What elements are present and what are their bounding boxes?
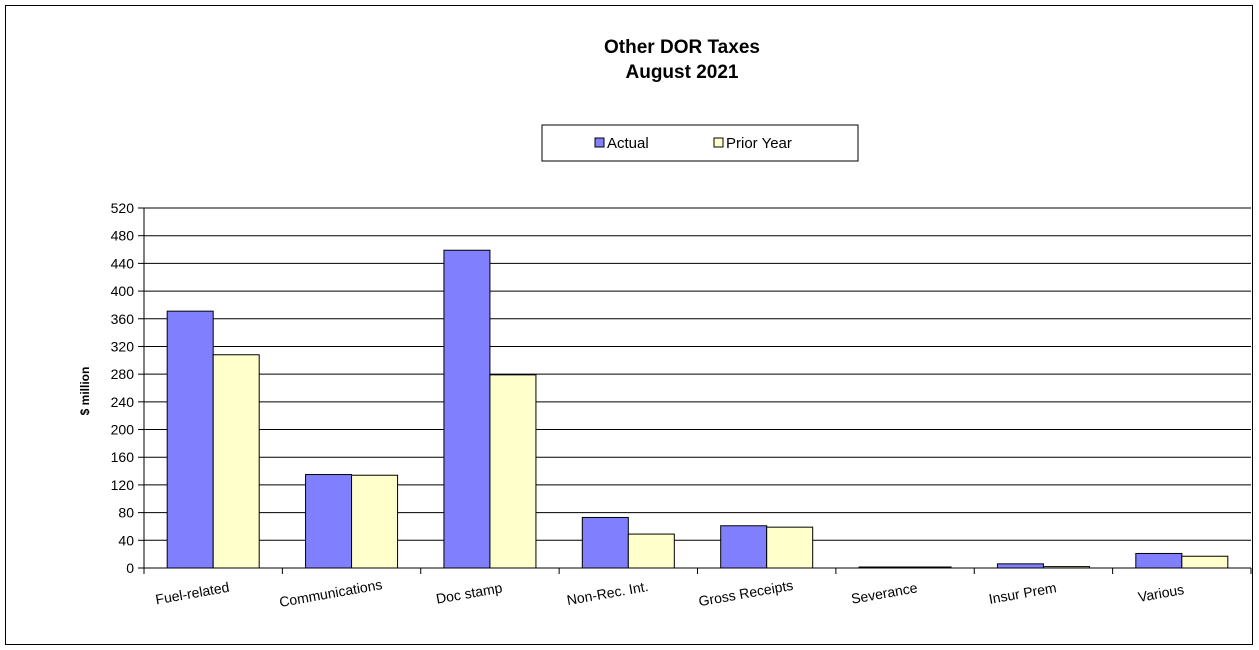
plot-area: 0 40 80 120 160 200 240 280 320 360 400 440 480 520 Fu…	[111, 200, 1252, 610]
bar-prior-year	[766, 526, 814, 569]
legend-label-actual: Actual	[607, 135, 649, 152]
y-tick-label: 280	[111, 366, 135, 382]
x-category-label: Various	[1137, 581, 1186, 605]
bar-prior-year	[212, 354, 260, 569]
legend: Actual Prior Year	[541, 124, 859, 162]
y-tick-label: 520	[111, 200, 135, 216]
y-tick-label: 200	[111, 422, 135, 438]
bar-actual	[720, 525, 768, 569]
x-category-label: Communications	[278, 576, 383, 610]
bar-actual	[305, 474, 353, 569]
y-axis-label: $ million	[78, 367, 92, 416]
chart-subtitle: August 2021	[626, 62, 739, 83]
bar-actual	[581, 516, 629, 569]
bar-actual	[166, 310, 214, 569]
x-category-label: Severance	[850, 579, 919, 606]
y-tick-label: 440	[111, 255, 135, 271]
bar-actual	[996, 563, 1044, 569]
bar-prior-year	[1181, 555, 1229, 569]
bar-prior-year	[489, 374, 537, 569]
x-category-label: Insur Prem	[987, 579, 1057, 607]
y-tick-label: 360	[111, 311, 135, 327]
y-tick-label: 400	[111, 283, 135, 299]
legend-box	[541, 124, 859, 162]
y-tick-label: 160	[111, 449, 135, 465]
y-tick-label: 80	[118, 505, 134, 521]
chart-svg: Other DOR Taxes August 2021 Actual Prior…	[78, 37, 1252, 610]
y-tick-label: 320	[111, 338, 135, 354]
chart-title: Other DOR Taxes	[604, 37, 760, 58]
chart-frame: Other DOR Taxes August 2021 Actual Prior…	[5, 5, 1253, 645]
y-tick-label: 480	[111, 228, 135, 244]
bar-actual	[443, 249, 491, 569]
bar-actual	[1135, 552, 1183, 569]
x-category-label: Gross Receipts	[697, 577, 794, 609]
x-category-label: Doc stamp	[435, 579, 504, 606]
x-category-label: Fuel-related	[154, 579, 230, 608]
legend-label-prior-year: Prior Year	[726, 135, 792, 152]
bar-prior-year	[351, 474, 399, 569]
y-tick-label: 240	[111, 394, 135, 410]
bar-prior-year	[627, 533, 675, 569]
y-tick-label: 120	[111, 477, 135, 493]
legend-swatch-prior-year	[713, 137, 724, 148]
legend-swatch-actual	[594, 137, 605, 148]
x-category-label: Non-Rec. Int.	[565, 578, 649, 608]
y-tick-label: 0	[126, 560, 134, 576]
y-tick-label: 40	[118, 532, 134, 548]
